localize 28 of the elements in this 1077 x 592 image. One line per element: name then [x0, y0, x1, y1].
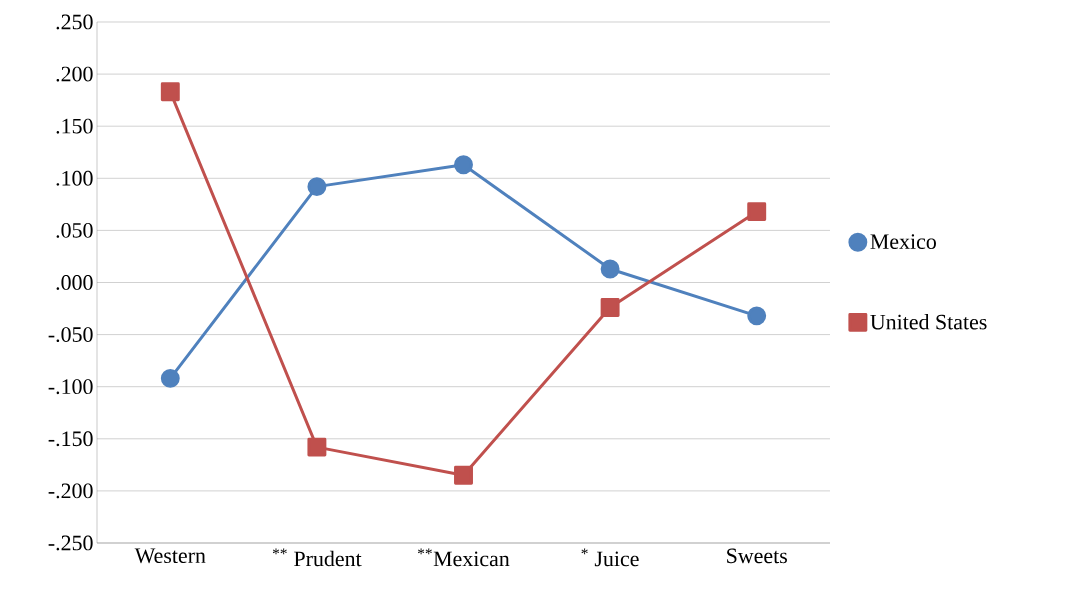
point: [307, 177, 327, 197]
point: [160, 82, 180, 102]
point: [454, 155, 473, 175]
y-tick-label: -.250: [48, 535, 93, 551]
x-tick-label: Western: [134, 548, 206, 564]
point: [600, 259, 620, 279]
x-tick-label: $^{**}$Mexican: [417, 548, 510, 567]
point: [454, 465, 473, 485]
y-tick-label: .050: [56, 222, 93, 238]
y-tick-label: .250: [56, 14, 93, 30]
y-tick-label: .150: [56, 118, 93, 134]
y-tick-label: -.200: [48, 483, 93, 499]
legend-label: United States: [870, 314, 987, 330]
point: [600, 298, 620, 317]
y-tick-label: .100: [56, 170, 93, 186]
x-tick-label: Sweets: [727, 548, 787, 564]
y-tick-label: -.100: [48, 379, 93, 395]
point: [307, 437, 327, 457]
point: [747, 306, 767, 326]
y-tick-label: .000: [56, 275, 93, 290]
x-tick-label: $^{*}$ Juice: [581, 548, 639, 567]
point: [160, 368, 180, 388]
x-tick-label: $^{**}$ Prudent: [272, 548, 362, 567]
y-tick-label: -.050: [48, 327, 93, 343]
y-tick-label: -.150: [48, 431, 93, 447]
point: [747, 202, 767, 222]
y-tick-label: .200: [56, 66, 93, 82]
legend-label: Mexico: [870, 234, 936, 249]
